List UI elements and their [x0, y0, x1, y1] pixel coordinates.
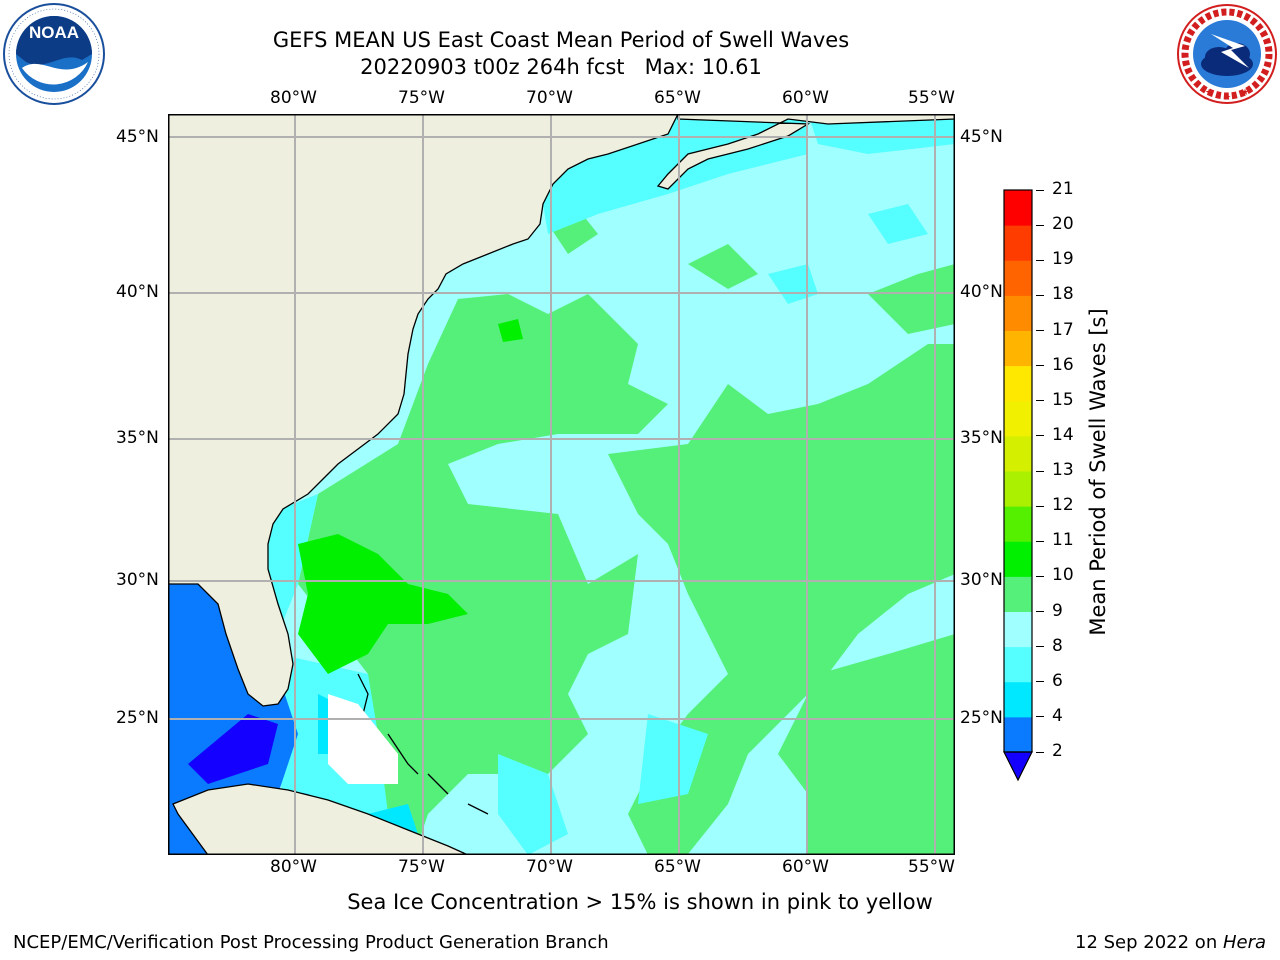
- colorbar-segment: [1004, 260, 1032, 296]
- colorbar-tick-label: 15: [1052, 389, 1074, 410]
- colorbar-tick-mark: [1036, 470, 1044, 472]
- lon-label-top: 70°W: [526, 88, 573, 108]
- colorbar-tick-mark: [1036, 224, 1044, 226]
- lon-label-top: 75°W: [398, 88, 445, 108]
- noaa-logo: NOAA: [3, 3, 105, 105]
- colorbar-segment: [1004, 506, 1032, 542]
- colorbar-tick-label: 8: [1052, 635, 1063, 656]
- colorbar-tick-label: 13: [1052, 460, 1074, 480]
- lon-label-top: 80°W: [270, 88, 317, 108]
- period-10-11-region: [298, 319, 523, 674]
- colorbar-tick-mark: [1036, 575, 1044, 577]
- colorbar-tick-label: 18: [1052, 284, 1074, 305]
- colorbar-segment: [1004, 716, 1032, 753]
- colorbar-tick-mark: [1036, 400, 1044, 402]
- land-maritimes: [656, 114, 955, 190]
- land-cuba: [172, 783, 469, 855]
- colorbar-segment: [1004, 611, 1032, 648]
- colorbar-segment: [1004, 471, 1032, 507]
- colorbar-segment: [1004, 681, 1032, 718]
- colorbar-segment: [1004, 646, 1032, 683]
- lat-label-left: 45°N: [116, 127, 159, 147]
- lon-label-top: 55°W: [908, 88, 955, 108]
- lat-label-right: 35°N: [960, 428, 1003, 448]
- chart-subtitle: 20220903 t00z 264h fcst Max: 10.61: [360, 55, 762, 79]
- colorbar-tick-label: 16: [1052, 354, 1074, 375]
- colorbar-tick-label: 9: [1052, 600, 1063, 621]
- colorbar: [1003, 189, 1033, 782]
- colorbar-segment: [1004, 541, 1032, 577]
- colorbar-tick-mark: [1036, 646, 1044, 648]
- colorbar-segment: [1004, 295, 1032, 331]
- svg-text:★: ★: [1241, 88, 1249, 98]
- graticule: [168, 114, 955, 855]
- sea-ice-footnote: Sea Ice Concentration > 15% is shown in …: [0, 890, 1280, 914]
- credit-branch: NCEP/EMC/Verification Post Processing Pr…: [13, 932, 609, 953]
- colorbar-tick-label: 10: [1052, 565, 1074, 586]
- sea-ice-footnote-text: Sea Ice Concentration > 15% is shown in …: [347, 890, 933, 914]
- svg-text:★: ★: [1205, 88, 1213, 98]
- lat-label-left: 30°N: [116, 570, 159, 590]
- lon-label-top: 65°W: [654, 88, 701, 108]
- no-data-area: [328, 694, 398, 784]
- colorbar-tick-mark: [1036, 259, 1044, 261]
- colorbar-segment: [1004, 225, 1032, 261]
- lat-label-left: 35°N: [116, 428, 159, 448]
- colorbar-tick-label: 20: [1052, 214, 1074, 235]
- period-9-10-regions: [298, 209, 955, 855]
- land-bahamas: [357, 673, 489, 815]
- nws-logo: ★ ★ ★: [1177, 4, 1277, 104]
- colorbar-tick-label: 4: [1052, 705, 1063, 726]
- colorbar-tick-mark: [1036, 294, 1044, 296]
- colorbar-segment: [1004, 365, 1032, 402]
- lon-label-top: 60°W: [782, 88, 829, 108]
- lat-label-right: 40°N: [960, 282, 1003, 302]
- colorbar-tick-mark: [1036, 505, 1044, 507]
- colorbar-segment: [1004, 330, 1032, 367]
- lat-label-right: 25°N: [960, 708, 1003, 728]
- swell-period-map: [168, 114, 955, 855]
- colorbar-tick-label: 21: [1052, 179, 1074, 199]
- colorbar-tick-label: 2: [1052, 741, 1063, 761]
- colorbar-tick-label: 19: [1052, 249, 1074, 270]
- credit-machine: Hera: [1222, 932, 1266, 953]
- colorbar-label: Mean Period of Swell Waves [s]: [1086, 308, 1110, 636]
- credit-date: 12 Sep 2022 on Hera: [1075, 932, 1266, 953]
- credit-date-text: 12 Sep 2022 on: [1075, 932, 1223, 953]
- colorbar-segment: [1004, 576, 1032, 612]
- colorbar-tick-mark: [1036, 365, 1044, 367]
- lat-label-left: 40°N: [116, 282, 159, 302]
- colorbar-tick-mark: [1036, 435, 1044, 437]
- chart-title: GEFS MEAN US East Coast Mean Period of S…: [272, 28, 850, 52]
- noaa-logo-text: NOAA: [29, 23, 79, 42]
- colorbar-segment: [1004, 435, 1032, 472]
- lat-label-right: 30°N: [960, 570, 1003, 590]
- lat-label-left: 25°N: [116, 708, 159, 728]
- colorbar-tick-label: 17: [1052, 319, 1074, 340]
- colorbar-tick-label: 14: [1052, 424, 1074, 445]
- colorbar-segment: [1004, 190, 1032, 226]
- colorbar-tick-mark: [1036, 751, 1044, 753]
- colorbar-tick-label: 6: [1052, 670, 1063, 691]
- colorbar-tick-mark: [1036, 611, 1044, 612]
- svg-text:★: ★: [1223, 93, 1231, 103]
- colorbar-segment: [1004, 400, 1032, 437]
- lon-label-bottom: 65°W: [654, 857, 701, 877]
- colorbar-tick-mark: [1036, 716, 1044, 718]
- colorbar-under-arrow: [1003, 751, 1033, 782]
- lon-label-bottom: 75°W: [398, 857, 445, 877]
- colorbar-tick-label: 12: [1052, 495, 1074, 516]
- colorbar-frame: [1003, 189, 1033, 753]
- lon-label-bottom: 55°W: [908, 857, 955, 877]
- lon-label-bottom: 60°W: [782, 857, 829, 877]
- colorbar-tick-mark: [1036, 189, 1044, 191]
- lat-label-right: 45°N: [960, 127, 1003, 147]
- colorbar-tick-mark: [1036, 330, 1044, 331]
- lon-label-bottom: 70°W: [526, 857, 573, 877]
- lon-label-bottom: 80°W: [270, 857, 317, 877]
- colorbar-tick-mark: [1036, 540, 1044, 542]
- colorbar-tick-mark: [1036, 681, 1044, 683]
- colorbar-tick-label: 11: [1052, 530, 1074, 551]
